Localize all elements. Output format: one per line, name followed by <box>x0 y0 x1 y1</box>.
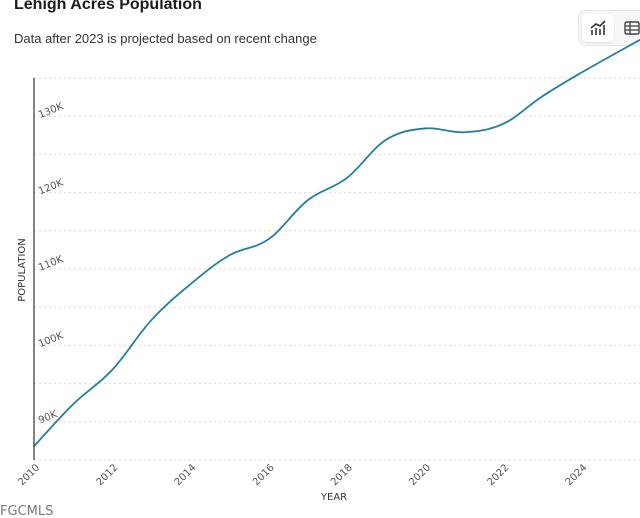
y-tick-label: 130K <box>37 101 65 121</box>
x-axis-title: YEAR <box>320 492 347 503</box>
table-grid-icon <box>624 21 640 35</box>
x-tick-label: 2012 <box>95 462 121 488</box>
y-tick-label: 100K <box>37 330 65 350</box>
table-view-button[interactable] <box>616 14 640 42</box>
x-tick-label: 2024 <box>564 462 590 488</box>
chart-subtitle: Data after 2023 is projected based on re… <box>14 31 317 46</box>
view-toggle <box>578 10 640 46</box>
line-chart-icon <box>590 20 606 35</box>
y-tick-label: 90K <box>37 409 59 427</box>
x-tick-label: 2018 <box>329 462 355 488</box>
y-axis-title: POPULATION <box>17 238 28 302</box>
series-line-population <box>33 38 640 448</box>
x-tick-label: 2016 <box>251 462 277 488</box>
y-tick-label: 110K <box>37 254 65 274</box>
tick-labels: 90K 100K 110K 120K 130K 2010 2012 2014 2016 2018 2… <box>16 101 589 488</box>
gridlines <box>34 77 640 461</box>
watermark-text: FGCMLS <box>0 504 54 518</box>
x-tick-label: 2010 <box>16 462 42 488</box>
x-tick-label: 2022 <box>486 462 512 488</box>
series-layer <box>33 38 640 448</box>
x-tick-label: 2014 <box>173 462 199 488</box>
chart-title: Lehigh Acres Population <box>14 0 202 13</box>
chart-view-button[interactable] <box>582 14 614 42</box>
y-tick-label: 120K <box>37 177 65 197</box>
x-tick-label: 2020 <box>407 462 433 488</box>
